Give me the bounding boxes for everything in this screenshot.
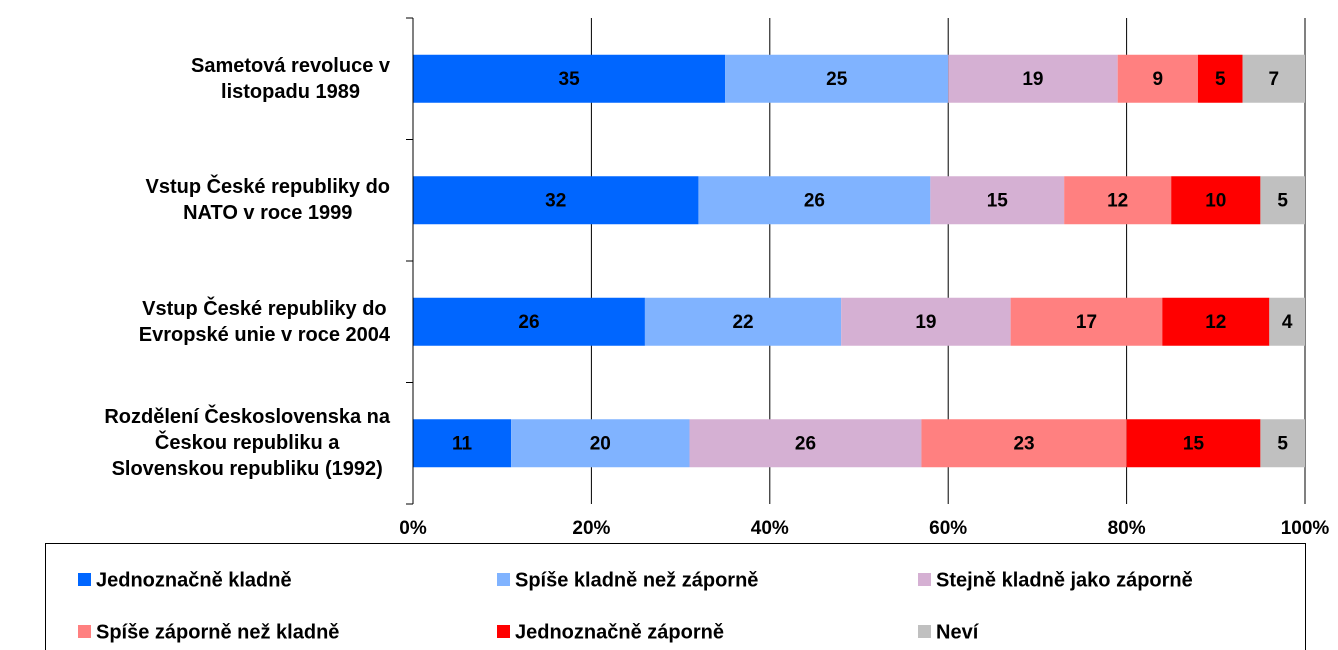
bar-segment bbox=[1171, 176, 1261, 225]
data-label: 26 bbox=[804, 190, 825, 211]
bar-segment bbox=[698, 176, 931, 225]
bar-segment bbox=[511, 419, 690, 468]
data-label: 7 bbox=[1268, 69, 1279, 90]
category-label: Vstup České republiky do Evropské unie v… bbox=[138, 297, 390, 346]
bar-segment bbox=[841, 297, 1011, 346]
bar-segment bbox=[1010, 297, 1163, 346]
legend-label: Jednoznačně záporně bbox=[515, 621, 724, 643]
bar-segment bbox=[1197, 54, 1243, 103]
data-label: 11 bbox=[452, 433, 473, 454]
legend-swatch bbox=[918, 573, 931, 586]
data-label: 5 bbox=[1277, 190, 1288, 211]
bar-segment bbox=[1269, 297, 1305, 346]
bar-segment bbox=[1260, 176, 1305, 225]
data-label: 25 bbox=[826, 69, 848, 90]
bar-segment bbox=[1242, 54, 1305, 103]
bar-segment bbox=[689, 419, 922, 468]
x-tick-label: 0% bbox=[399, 518, 427, 539]
legend-swatch bbox=[78, 625, 91, 638]
category-label: Sametová revoluce v listopadu 1989 bbox=[191, 54, 390, 103]
x-tick-label: 100% bbox=[1281, 518, 1330, 539]
x-tick-label: 40% bbox=[751, 518, 789, 539]
data-label: 26 bbox=[795, 433, 816, 454]
bar-segment bbox=[1064, 176, 1172, 225]
data-label: 32 bbox=[545, 190, 566, 211]
bar-segment bbox=[644, 297, 842, 346]
category-label: Rozdělení Československa na Českou repub… bbox=[104, 406, 390, 481]
bar-segment bbox=[413, 419, 512, 468]
bar-segment bbox=[921, 419, 1127, 468]
x-tick-label: 60% bbox=[929, 518, 967, 539]
legend-swatch bbox=[918, 625, 931, 638]
data-label: 12 bbox=[1107, 190, 1128, 211]
bar-segment bbox=[413, 54, 726, 103]
legend-swatch bbox=[497, 625, 510, 638]
data-label: 4 bbox=[1282, 312, 1293, 333]
x-tick-label: 20% bbox=[572, 518, 610, 539]
data-label: 5 bbox=[1277, 433, 1288, 454]
legend-label: Neví bbox=[936, 621, 980, 643]
data-label: 12 bbox=[1205, 312, 1226, 333]
data-label: 17 bbox=[1076, 312, 1097, 333]
bar-segment bbox=[413, 297, 645, 346]
data-label: 19 bbox=[915, 312, 936, 333]
bar-segment bbox=[1126, 419, 1261, 468]
data-label: 15 bbox=[987, 190, 1009, 211]
legend-swatch bbox=[78, 573, 91, 586]
legend-label: Spíše záporně než kladně bbox=[96, 621, 339, 643]
data-label: 19 bbox=[1022, 69, 1043, 90]
data-label: 22 bbox=[732, 312, 753, 333]
bar-segment bbox=[930, 176, 1065, 225]
data-label: 5 bbox=[1215, 69, 1226, 90]
bar-segment bbox=[948, 54, 1118, 103]
legend-swatch bbox=[497, 573, 510, 586]
data-label: 23 bbox=[1013, 433, 1034, 454]
bar-segment bbox=[1162, 297, 1270, 346]
data-label: 26 bbox=[518, 312, 539, 333]
x-tick-label: 80% bbox=[1108, 518, 1146, 539]
data-label: 9 bbox=[1153, 69, 1164, 90]
legend-label: Spíše kladně než záporně bbox=[515, 569, 758, 591]
data-label: 20 bbox=[590, 433, 611, 454]
bar-segment bbox=[725, 54, 949, 103]
data-label: 35 bbox=[559, 69, 581, 90]
category-label: Vstup České republiky do NATO v roce 199… bbox=[145, 176, 390, 225]
bar-segment bbox=[1117, 54, 1198, 103]
legend-box bbox=[45, 543, 1306, 650]
legend-label: Jednoznačně kladně bbox=[96, 569, 292, 591]
bar-segment bbox=[413, 176, 699, 225]
data-label: 15 bbox=[1183, 433, 1205, 454]
legend-label: Stejně kladně jako záporně bbox=[936, 569, 1193, 591]
bar-segment bbox=[1260, 419, 1305, 468]
data-label: 10 bbox=[1205, 190, 1226, 211]
